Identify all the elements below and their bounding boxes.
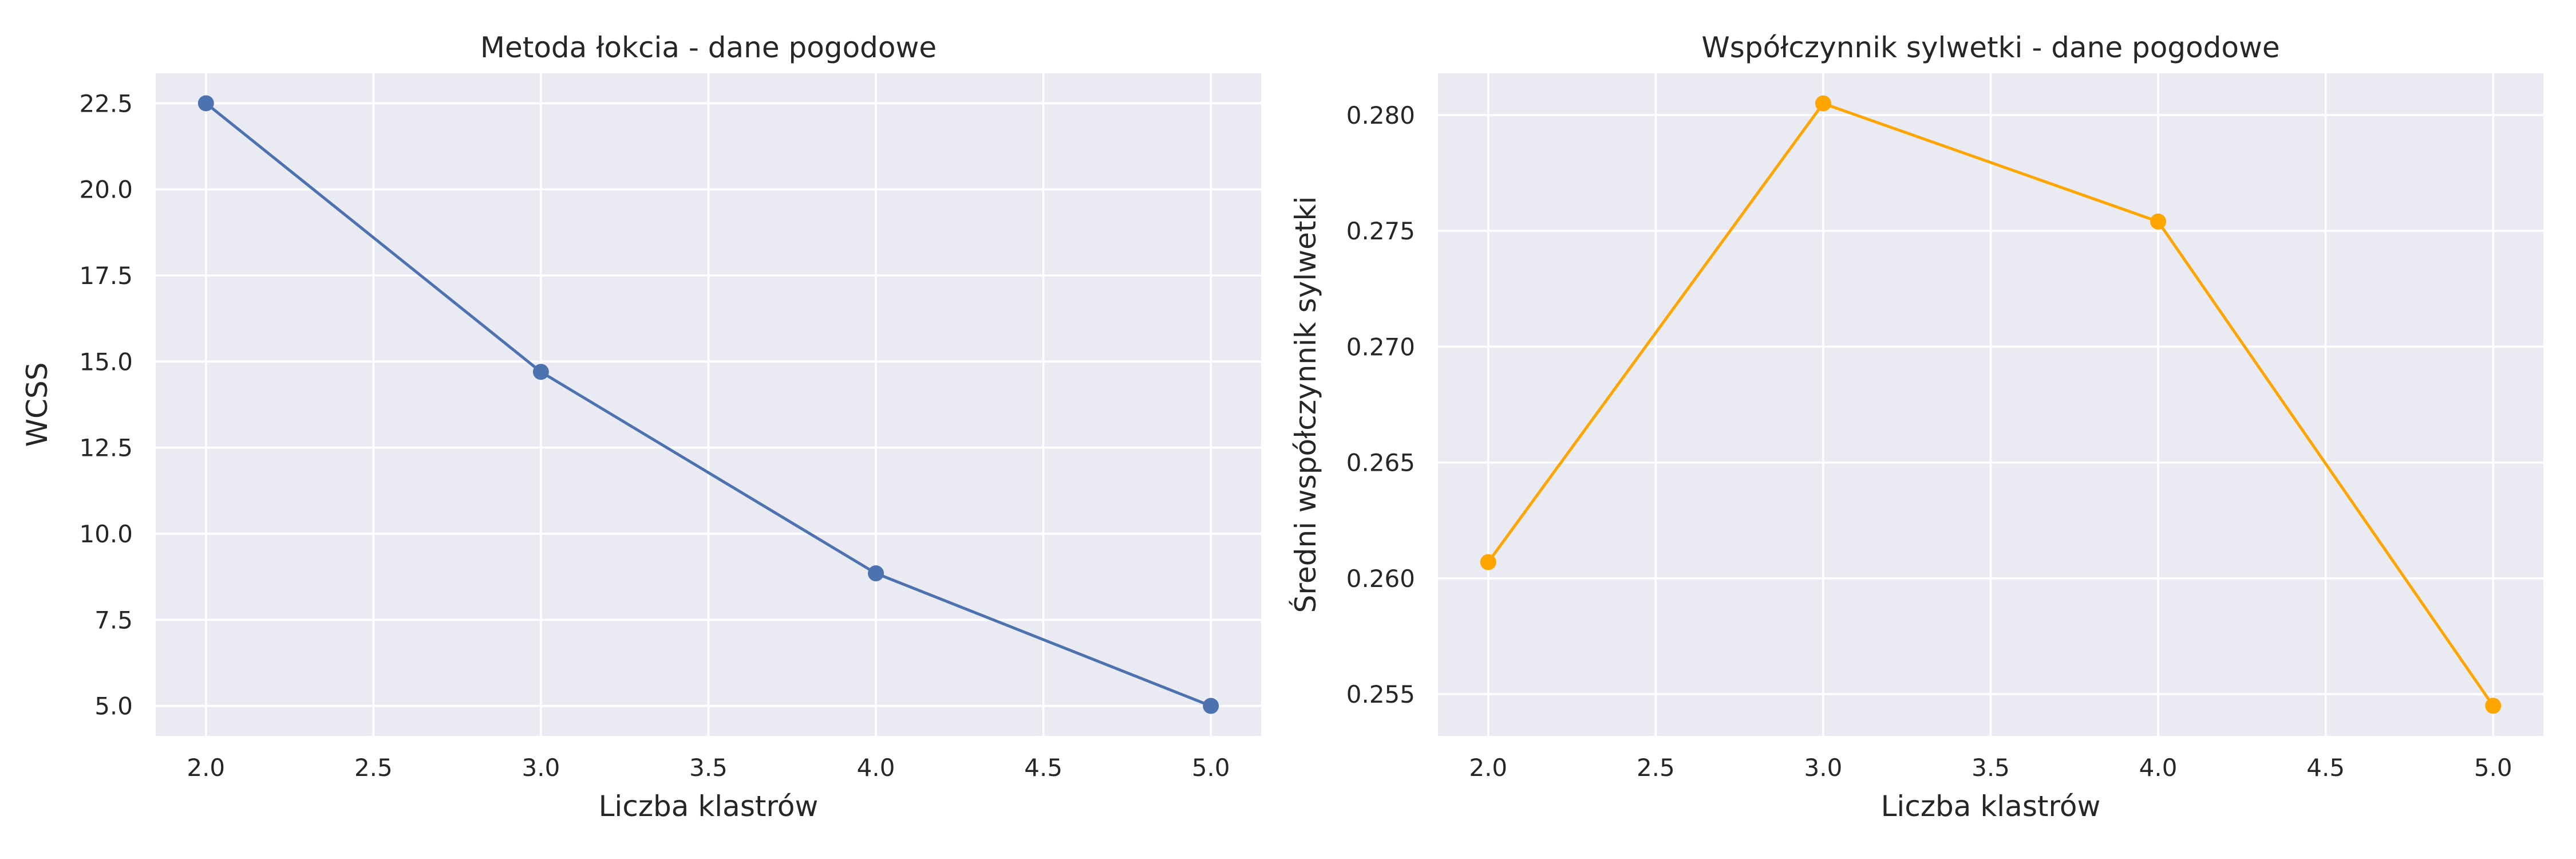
chart-title: Metoda łokcia - dane pogodowe (480, 31, 937, 64)
y-tick-label: 5.0 (94, 692, 133, 720)
y-tick-label: 0.255 (1346, 680, 1415, 708)
y-tick-label: 0.265 (1346, 449, 1415, 477)
x-tick-label: 3.0 (522, 754, 560, 782)
x-tick-label: 2.0 (1469, 754, 1507, 782)
chart-silhouette-score: 2.0 2.5 3.0 3.5 4.0 4.5 5.0 0.255 0.260 0.265 0.27… (1289, 31, 2543, 823)
data-point (2485, 698, 2502, 714)
y-tick-label: 22.5 (79, 89, 133, 117)
chart-title: Współczynnik sylwetki - dane pogodowe (1701, 31, 2279, 64)
data-point (532, 364, 549, 380)
x-axis-label: Liczba klastrów (1881, 790, 2101, 823)
x-tick-label: 4.5 (2306, 754, 2345, 782)
x-tick-label: 4.5 (1024, 754, 1062, 782)
x-axis-label: Liczba klastrów (599, 790, 819, 823)
y-tick-label: 0.270 (1346, 333, 1415, 361)
data-point (1480, 554, 1496, 570)
series-line (1487, 102, 2495, 707)
x-tick-label: 4.0 (2139, 754, 2178, 782)
y-tick-label: 15.0 (79, 348, 133, 376)
x-tick-label: 3.5 (1971, 754, 2010, 782)
x-tick-label: 3.5 (689, 754, 728, 782)
x-tick-label: 3.0 (1804, 754, 1843, 782)
y-tick-label: 0.275 (1346, 217, 1415, 245)
y-axis-label: WCSS (21, 362, 54, 447)
data-point (197, 95, 214, 112)
x-tick-label: 2.5 (1637, 754, 1675, 782)
x-tick-label: 5.0 (1192, 754, 1230, 782)
x-tick-label: 2.0 (187, 754, 225, 782)
x-tick-label: 4.0 (857, 754, 895, 782)
x-tick-label: 5.0 (2474, 754, 2512, 782)
y-tick-label: 17.5 (79, 262, 133, 290)
y-tick-label: 0.260 (1346, 565, 1415, 593)
y-tick-label: 7.5 (94, 606, 133, 634)
x-tick-label: 2.5 (354, 754, 393, 782)
y-tick-label: 12.5 (79, 434, 133, 462)
series-line (204, 101, 1212, 708)
y-tick-label: 0.280 (1346, 101, 1415, 129)
data-point (1203, 698, 1219, 714)
data-point (1815, 95, 1831, 112)
y-axis-label: Średni współczynnik sylwetki (1289, 196, 1322, 613)
y-tick-label: 20.0 (79, 176, 133, 204)
data-point (2150, 213, 2167, 230)
y-tick-label: 10.0 (79, 520, 133, 548)
chart-elbow-method: 2.0 2.5 3.0 3.5 4.0 4.5 5.0 5.0 7.5 10.0 12.5 15.0 1… (21, 31, 1261, 823)
data-point (868, 565, 884, 582)
